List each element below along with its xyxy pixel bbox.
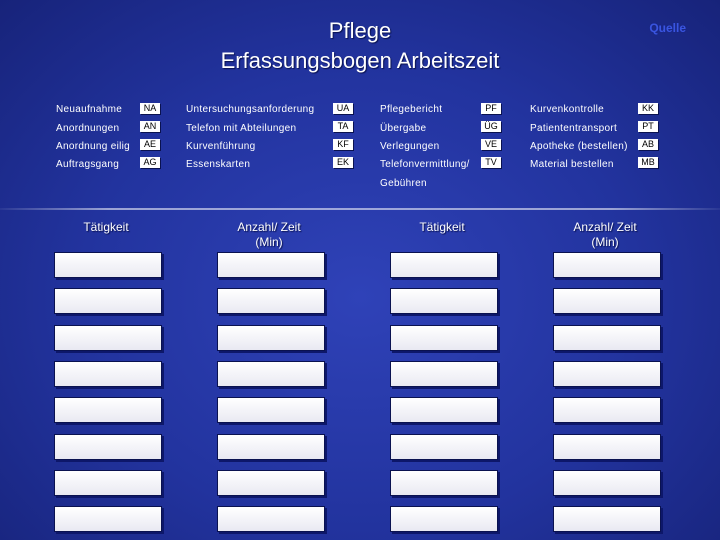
count-field[interactable] [217,506,325,532]
column-header-count: Anzahl/ Zeit (Min) [199,220,339,250]
code-badge: AB [638,139,658,150]
count-field[interactable] [553,397,661,423]
code-label: Übergabe [380,123,427,134]
code-label-continuation: Gebühren [380,178,427,189]
code-label: Essenskarten [186,159,251,170]
column-header-line: Anzahl/ Zeit [573,220,637,234]
code-badge: PT [638,121,658,132]
activity-field[interactable] [390,470,498,496]
activity-field[interactable] [390,434,498,460]
column-header-activity: Tätigkeit [36,220,176,235]
code-badge: ÜG [481,121,501,132]
count-field[interactable] [217,470,325,496]
code-badge: EK [333,157,353,168]
count-field[interactable] [217,434,325,460]
count-field[interactable] [553,325,661,351]
column-header-line: Tätigkeit [419,220,465,234]
code-badge: VE [481,139,501,150]
code-badge: AN [140,121,160,132]
code-badge: UA [333,103,353,114]
code-label: Verlegungen [380,141,440,152]
column-header-line: (Min) [591,235,619,249]
count-field[interactable] [217,252,325,278]
count-field[interactable] [553,506,661,532]
code-label: Kurvenführung [186,141,256,152]
code-label: Anordnungen [56,123,120,134]
activity-field[interactable] [54,288,162,314]
activity-field[interactable] [54,506,162,532]
count-field[interactable] [553,361,661,387]
column-header-line: (Min) [255,235,283,249]
activity-field[interactable] [390,397,498,423]
column-header-activity: Tätigkeit [372,220,512,235]
code-badge: TV [481,157,501,168]
activity-field[interactable] [54,252,162,278]
code-label: Anordnung eilig [56,141,130,152]
count-field[interactable] [217,397,325,423]
count-field[interactable] [553,288,661,314]
title-line-1: Pflege [328,18,392,43]
code-label: Apotheke (bestellen) [530,141,628,152]
code-badge: NA [140,103,160,114]
code-label: Untersuchungsanforderung [186,104,315,115]
code-badge: PF [481,103,501,114]
count-field[interactable] [553,470,661,496]
code-label: Patiententransport [530,123,618,134]
code-badge: KK [638,103,658,114]
page-title: Pflege Erfassungsbogen Arbeitszeit [0,16,720,76]
code-legend: Neuaufnahme NA Untersuchungsanforderung … [0,0,720,200]
code-label: Telefonvermittlung/ [380,159,470,170]
column-header-count: Anzahl/ Zeit (Min) [535,220,675,250]
activity-field[interactable] [390,361,498,387]
code-label: Auftragsgang [56,159,120,170]
activity-field[interactable] [54,361,162,387]
activity-field[interactable] [390,506,498,532]
activity-field[interactable] [390,288,498,314]
activity-field[interactable] [54,397,162,423]
column-header-line: Anzahl/ Zeit [237,220,301,234]
code-label: Material bestellen [530,159,614,170]
code-label: Pflegebericht [380,104,443,115]
source-link[interactable]: Quelle [649,21,686,35]
code-label: Neuaufnahme [56,104,123,115]
code-label: Kurvenkontrolle [530,104,604,115]
activity-field[interactable] [54,325,162,351]
title-line-2: Erfassungsbogen Arbeitszeit [220,48,500,73]
section-divider [0,208,720,210]
activity-field[interactable] [54,434,162,460]
activity-field[interactable] [390,325,498,351]
activity-field[interactable] [390,252,498,278]
count-field[interactable] [217,288,325,314]
column-header-line: Tätigkeit [83,220,129,234]
code-badge: AG [140,157,160,168]
code-label: Telefon mit Abteilungen [186,123,297,134]
count-field[interactable] [553,434,661,460]
code-badge: TA [333,121,353,132]
count-field[interactable] [217,361,325,387]
count-field[interactable] [553,252,661,278]
code-badge: AE [140,139,160,150]
activity-field[interactable] [54,470,162,496]
count-field[interactable] [217,325,325,351]
code-badge: KF [333,139,353,150]
code-badge: MB [638,157,658,168]
